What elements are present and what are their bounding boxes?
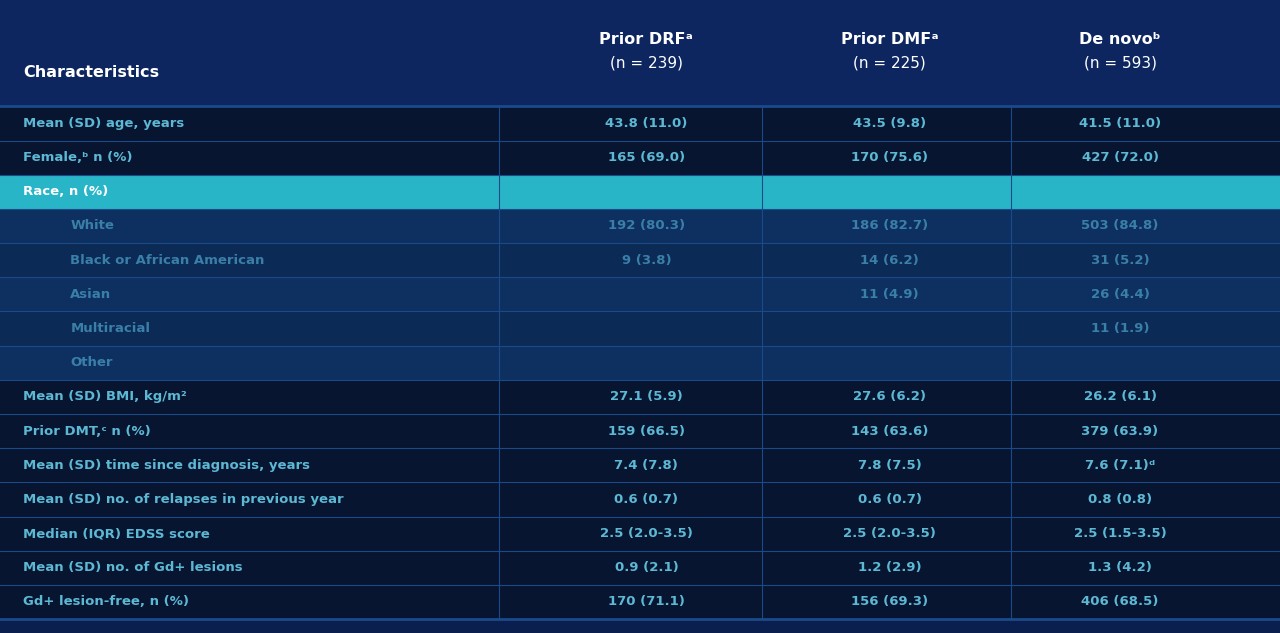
Text: 7.4 (7.8): 7.4 (7.8) <box>614 459 678 472</box>
Text: Prior DRFᵃ: Prior DRFᵃ <box>599 32 694 47</box>
Text: (n = 239): (n = 239) <box>609 55 684 70</box>
Text: 0.6 (0.7): 0.6 (0.7) <box>858 493 922 506</box>
Text: 0.6 (0.7): 0.6 (0.7) <box>614 493 678 506</box>
Text: 1.2 (2.9): 1.2 (2.9) <box>858 561 922 574</box>
Text: 43.5 (9.8): 43.5 (9.8) <box>852 117 927 130</box>
Bar <box>0 414 1280 448</box>
Text: 31 (5.2): 31 (5.2) <box>1091 254 1149 266</box>
Text: Race, n (%): Race, n (%) <box>23 185 109 198</box>
Bar <box>0 243 1280 277</box>
Text: Mean (SD) time since diagnosis, years: Mean (SD) time since diagnosis, years <box>23 459 310 472</box>
Bar <box>0 517 1280 551</box>
Text: 2.5 (1.5-3.5): 2.5 (1.5-3.5) <box>1074 527 1166 540</box>
Text: 170 (71.1): 170 (71.1) <box>608 596 685 608</box>
Text: 143 (63.6): 143 (63.6) <box>851 425 928 437</box>
Bar <box>0 141 1280 175</box>
Text: Mean (SD) BMI, kg/m²: Mean (SD) BMI, kg/m² <box>23 391 187 403</box>
Text: Female,ᵇ n (%): Female,ᵇ n (%) <box>23 151 133 164</box>
Text: Mean (SD) age, years: Mean (SD) age, years <box>23 117 184 130</box>
Text: 192 (80.3): 192 (80.3) <box>608 220 685 232</box>
Text: 0.9 (2.1): 0.9 (2.1) <box>614 561 678 574</box>
Text: 26.2 (6.1): 26.2 (6.1) <box>1083 391 1157 403</box>
Text: Characteristics: Characteristics <box>23 65 159 80</box>
Bar <box>0 311 1280 346</box>
Bar <box>0 277 1280 311</box>
Text: 9 (3.8): 9 (3.8) <box>622 254 671 266</box>
Text: (n = 593): (n = 593) <box>1083 55 1157 70</box>
Bar <box>0 106 1280 141</box>
Text: 406 (68.5): 406 (68.5) <box>1082 596 1158 608</box>
Text: 14 (6.2): 14 (6.2) <box>860 254 919 266</box>
Text: 379 (63.9): 379 (63.9) <box>1082 425 1158 437</box>
Bar <box>0 585 1280 619</box>
Text: Other: Other <box>70 356 113 369</box>
Text: 186 (82.7): 186 (82.7) <box>851 220 928 232</box>
Text: 43.8 (11.0): 43.8 (11.0) <box>605 117 687 130</box>
Text: 159 (66.5): 159 (66.5) <box>608 425 685 437</box>
Text: White: White <box>70 220 114 232</box>
Text: Mean (SD) no. of relapses in previous year: Mean (SD) no. of relapses in previous ye… <box>23 493 343 506</box>
Text: Median (IQR) EDSS score: Median (IQR) EDSS score <box>23 527 210 540</box>
Text: (n = 225): (n = 225) <box>854 55 925 70</box>
Text: 26 (4.4): 26 (4.4) <box>1091 288 1149 301</box>
Text: 27.1 (5.9): 27.1 (5.9) <box>611 391 682 403</box>
Text: 165 (69.0): 165 (69.0) <box>608 151 685 164</box>
Text: Multiracial: Multiracial <box>70 322 151 335</box>
Bar <box>0 175 1280 209</box>
Bar <box>0 551 1280 585</box>
Text: Prior DMFᵃ: Prior DMFᵃ <box>841 32 938 47</box>
Bar <box>0 209 1280 243</box>
Text: Black or African American: Black or African American <box>70 254 265 266</box>
Text: 11 (4.9): 11 (4.9) <box>860 288 919 301</box>
Bar <box>0 482 1280 517</box>
Text: 2.5 (2.0-3.5): 2.5 (2.0-3.5) <box>844 527 936 540</box>
Text: 427 (72.0): 427 (72.0) <box>1082 151 1158 164</box>
Text: 156 (69.3): 156 (69.3) <box>851 596 928 608</box>
Text: De novoᵇ: De novoᵇ <box>1079 32 1161 47</box>
Text: Gd+ lesion-free, n (%): Gd+ lesion-free, n (%) <box>23 596 189 608</box>
Text: 0.8 (0.8): 0.8 (0.8) <box>1088 493 1152 506</box>
Bar <box>0 380 1280 414</box>
Bar <box>0 346 1280 380</box>
Text: Prior DMT,ᶜ n (%): Prior DMT,ᶜ n (%) <box>23 425 151 437</box>
Text: 11 (1.9): 11 (1.9) <box>1091 322 1149 335</box>
Text: 1.3 (4.2): 1.3 (4.2) <box>1088 561 1152 574</box>
Text: 170 (75.6): 170 (75.6) <box>851 151 928 164</box>
Text: 2.5 (2.0-3.5): 2.5 (2.0-3.5) <box>600 527 692 540</box>
Text: Mean (SD) no. of Gd+ lesions: Mean (SD) no. of Gd+ lesions <box>23 561 243 574</box>
Bar <box>0 448 1280 482</box>
Bar <box>0 0 1280 106</box>
Text: Asian: Asian <box>70 288 111 301</box>
Text: 27.6 (6.2): 27.6 (6.2) <box>852 391 927 403</box>
Text: 41.5 (11.0): 41.5 (11.0) <box>1079 117 1161 130</box>
Text: 7.6 (7.1)ᵈ: 7.6 (7.1)ᵈ <box>1085 459 1155 472</box>
Text: 503 (84.8): 503 (84.8) <box>1082 220 1158 232</box>
Text: 7.8 (7.5): 7.8 (7.5) <box>858 459 922 472</box>
